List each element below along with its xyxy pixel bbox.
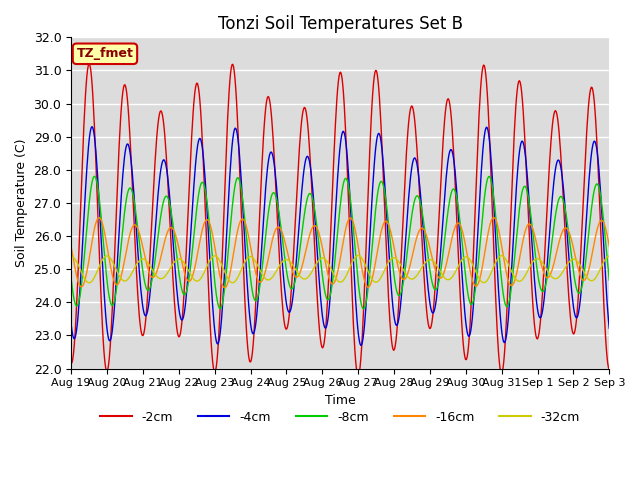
Line: -8cm: -8cm xyxy=(71,176,609,309)
-8cm xyxy=(360,306,367,312)
Line: -32cm: -32cm xyxy=(71,255,609,283)
-8cm xyxy=(67,276,75,281)
-16cm xyxy=(67,244,75,250)
-32cm xyxy=(133,261,141,266)
-4cm xyxy=(423,270,431,276)
-8cm xyxy=(133,219,141,225)
-4cm xyxy=(357,342,365,348)
Title: Tonzi Soil Temperatures Set B: Tonzi Soil Temperatures Set B xyxy=(218,15,463,33)
-2cm xyxy=(188,134,195,140)
-4cm xyxy=(188,216,195,222)
-16cm xyxy=(132,223,140,228)
Legend: -2cm, -4cm, -8cm, -16cm, -32cm: -2cm, -4cm, -8cm, -16cm, -32cm xyxy=(95,406,585,429)
-16cm xyxy=(216,270,223,276)
-8cm xyxy=(90,173,98,179)
-4cm xyxy=(605,325,613,331)
-8cm xyxy=(216,306,224,312)
-8cm xyxy=(407,219,415,225)
-32cm xyxy=(407,276,415,282)
-16cm xyxy=(221,285,228,290)
-4cm xyxy=(88,124,96,130)
-16cm xyxy=(490,215,498,220)
-2cm xyxy=(423,308,431,314)
-32cm xyxy=(423,258,431,264)
-8cm xyxy=(423,242,431,248)
-2cm xyxy=(407,104,415,110)
-4cm xyxy=(77,272,84,277)
-2cm xyxy=(77,196,84,202)
-32cm xyxy=(188,274,195,279)
-8cm xyxy=(605,277,613,283)
Line: -4cm: -4cm xyxy=(71,127,609,345)
Y-axis label: Soil Temperature (C): Soil Temperature (C) xyxy=(15,139,28,267)
-8cm xyxy=(77,287,84,292)
-32cm xyxy=(605,253,613,259)
-2cm xyxy=(605,367,613,372)
-16cm xyxy=(406,262,414,268)
-4cm xyxy=(407,171,415,177)
-32cm xyxy=(77,268,84,274)
-32cm xyxy=(216,258,224,264)
-32cm xyxy=(85,280,93,286)
-2cm xyxy=(216,307,224,312)
-4cm xyxy=(67,322,75,327)
-16cm xyxy=(187,277,195,283)
-2cm xyxy=(67,360,75,366)
-16cm xyxy=(77,284,84,289)
-32cm xyxy=(67,254,75,260)
-8cm xyxy=(188,254,195,260)
Line: -2cm: -2cm xyxy=(71,64,609,375)
Text: TZ_fmet: TZ_fmet xyxy=(77,47,133,60)
X-axis label: Time: Time xyxy=(325,394,356,407)
-16cm xyxy=(422,231,429,237)
-16cm xyxy=(605,243,613,249)
-4cm xyxy=(133,236,141,242)
Line: -16cm: -16cm xyxy=(71,217,609,288)
-32cm xyxy=(354,252,362,258)
-4cm xyxy=(216,331,224,337)
-2cm xyxy=(133,279,141,285)
-2cm xyxy=(354,372,362,378)
-2cm xyxy=(85,61,93,67)
